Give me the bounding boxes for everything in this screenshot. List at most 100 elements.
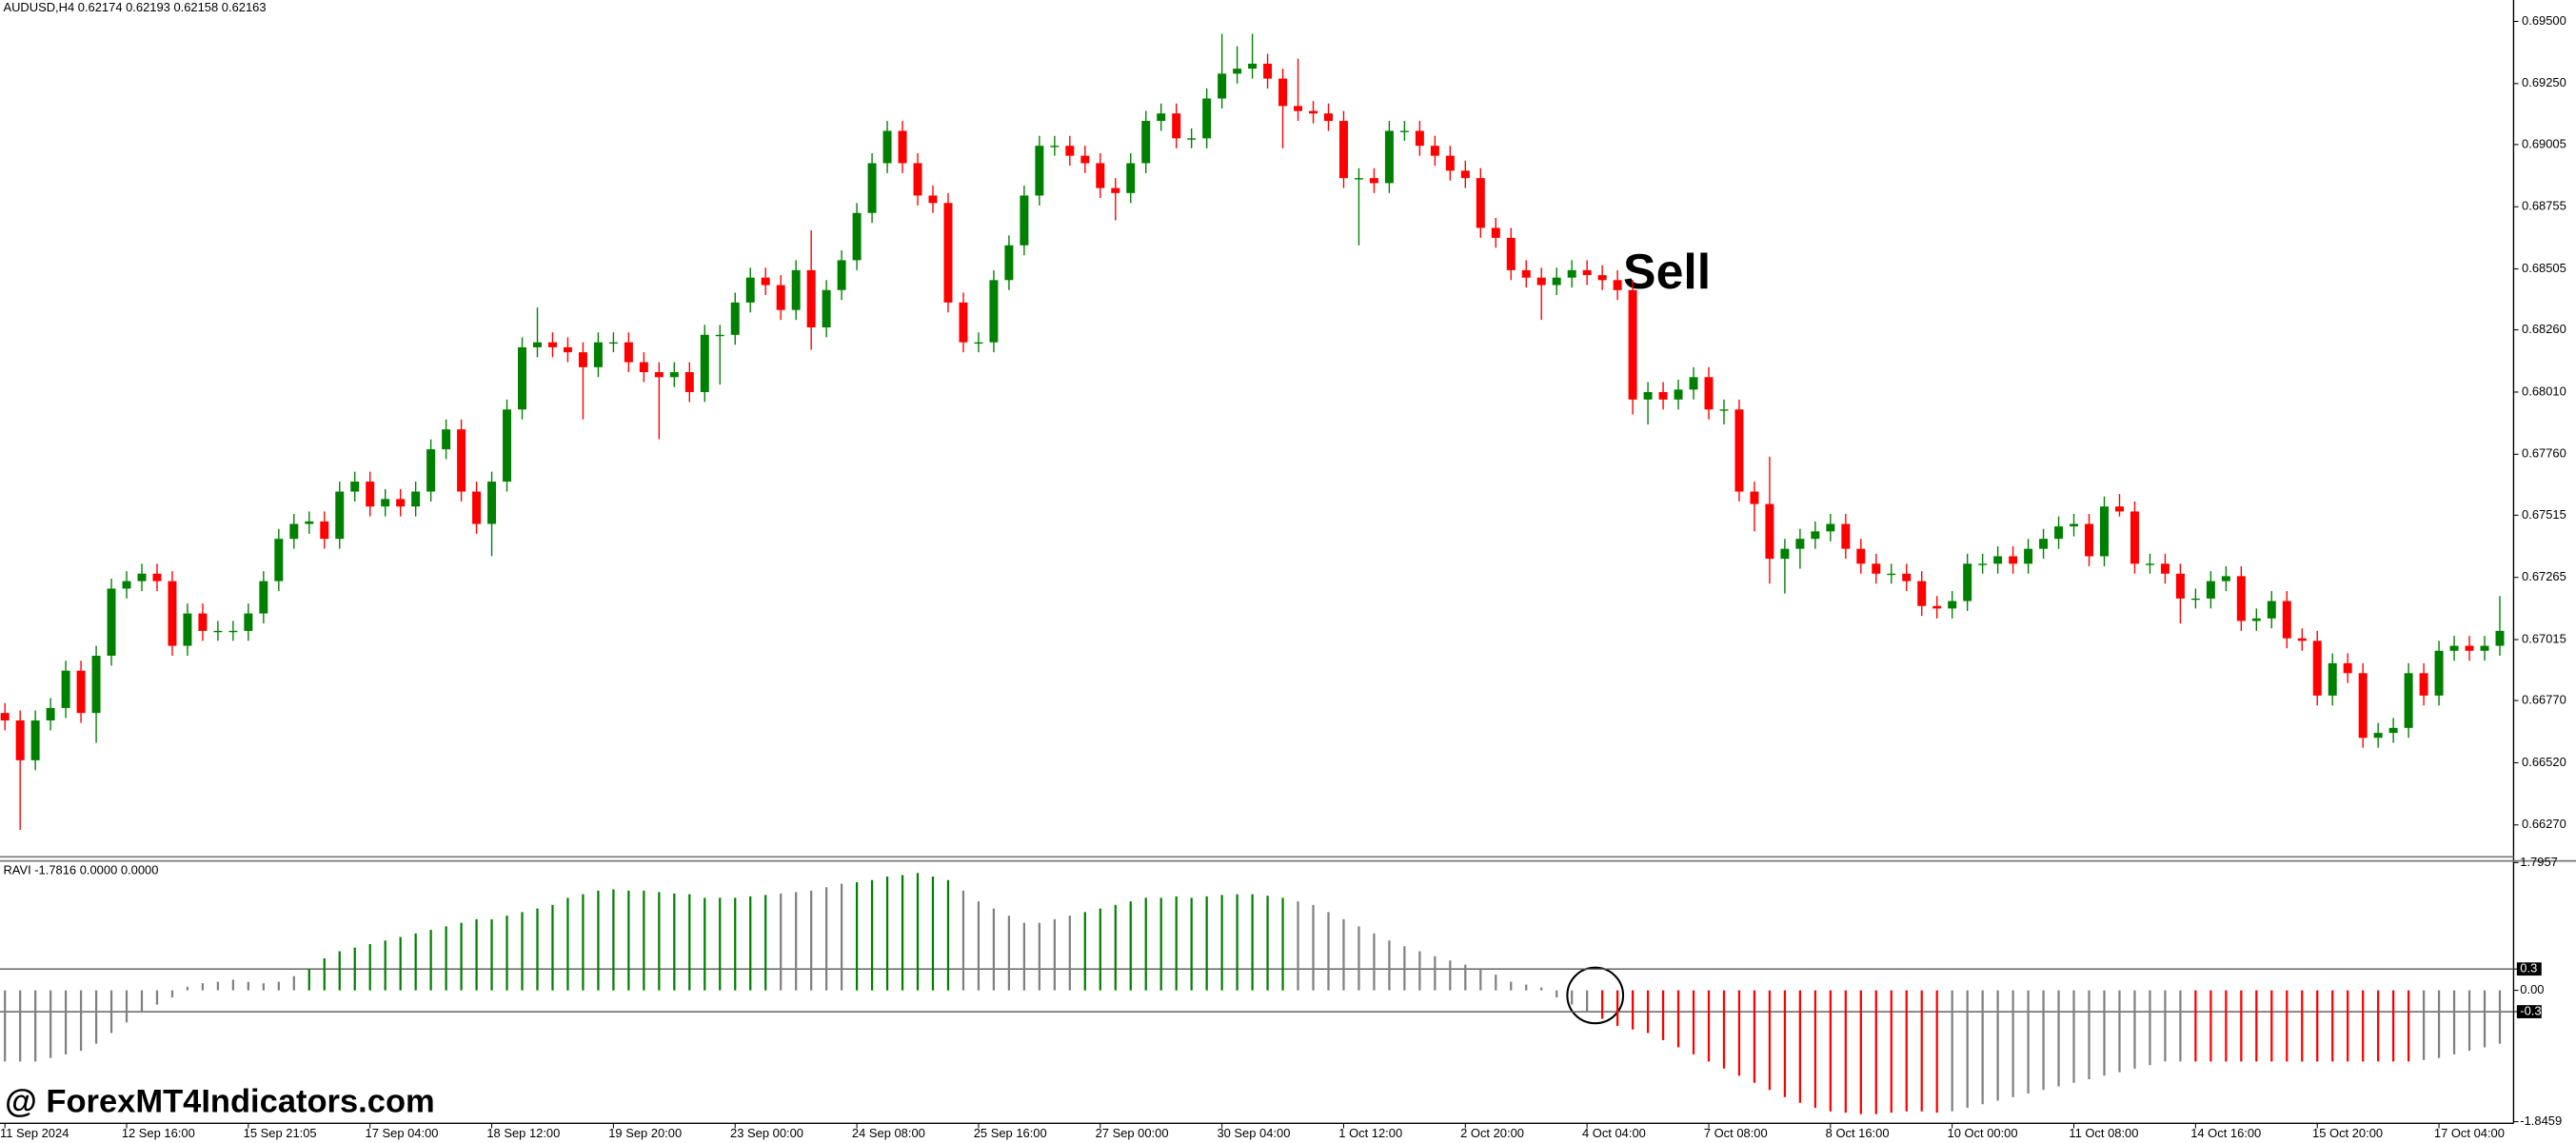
x-tick-label: 15 Sep 21:05 <box>244 1126 317 1140</box>
highlight-circle <box>1566 966 1625 1025</box>
candle-body <box>776 285 785 310</box>
y-tick-label: 0.00 <box>2520 982 2544 996</box>
candle-body <box>1597 275 1607 281</box>
candle-body <box>624 342 633 363</box>
candle-body <box>76 670 86 714</box>
symbol-header: AUDUSD,H4 0.62174 0.62193 0.62158 0.6216… <box>3 0 266 14</box>
candle-body <box>1278 78 1288 107</box>
candle-body <box>928 195 938 204</box>
candle-body <box>2221 576 2230 581</box>
y-tick-label: 0.66520 <box>2522 755 2566 769</box>
candle-body <box>2190 598 2200 601</box>
candle-body <box>2419 673 2428 696</box>
candle-body <box>487 482 497 524</box>
x-tick-label: 17 Sep 04:00 <box>366 1126 439 1140</box>
candle-body <box>1765 503 1774 560</box>
candle-body <box>457 429 466 492</box>
candle-body <box>822 289 831 327</box>
candle-body <box>1552 277 1561 286</box>
candle-body <box>1704 377 1714 410</box>
candle-body <box>2388 727 2398 734</box>
candle-body <box>1233 69 1242 74</box>
candle-body <box>700 334 709 392</box>
candle-body <box>852 212 862 261</box>
x-tick-label: 17 Oct 04:00 <box>2434 1126 2505 1140</box>
candle-body <box>320 521 329 540</box>
y-tick-label: 0.67760 <box>2522 446 2566 461</box>
candle-body <box>259 581 268 614</box>
candle-body <box>1780 548 1790 560</box>
x-tick-label: 12 Sep 16:00 <box>122 1126 195 1140</box>
candle-body <box>2297 638 2307 641</box>
candle-body <box>2114 506 2124 512</box>
candle-body <box>989 280 999 343</box>
candle-body <box>2130 511 2139 564</box>
indicator-label: RAVI -1.7816 0.0000 0.0000 <box>3 862 158 877</box>
candle-body <box>1521 269 1531 278</box>
x-tick-label: 23 Sep 00:00 <box>730 1126 803 1140</box>
x-tick-label: 11 Oct 08:00 <box>2069 1126 2138 1140</box>
candle-body <box>867 163 877 213</box>
candle-body <box>1856 548 1866 564</box>
candle-body <box>1719 409 1729 411</box>
candle-body <box>1613 280 1622 290</box>
candle-body <box>213 630 223 633</box>
candle-body <box>350 482 360 492</box>
x-tick-label: 8 Oct 16:00 <box>1826 1126 1890 1140</box>
candle-body <box>837 260 846 290</box>
candle-body <box>898 130 907 164</box>
candle-body <box>2343 662 2352 674</box>
candle-body <box>593 342 603 367</box>
candle-body <box>2070 523 2079 527</box>
candle-body <box>1993 556 2003 564</box>
candle-body <box>2009 556 2018 564</box>
candle-body <box>1141 121 1151 164</box>
candle-body <box>1065 146 1075 156</box>
y-tick-label: 1.7957 <box>2520 855 2558 869</box>
x-tick-label: 19 Sep 20:00 <box>608 1126 682 1140</box>
candle-body <box>1096 163 1105 188</box>
candle-body <box>1218 73 1227 99</box>
candle-body <box>91 656 101 714</box>
candle-body <box>426 449 436 492</box>
candle-body <box>1826 523 1835 532</box>
x-tick-label: 14 Oct 16:00 <box>2190 1126 2261 1140</box>
x-tick-label: 2 Oct 20:00 <box>1460 1126 1524 1140</box>
y-tick-label: 0.69250 <box>2522 75 2566 89</box>
y-tick-label: 0.68260 <box>2522 322 2566 336</box>
candle-body <box>2024 548 2033 564</box>
candle-body <box>1157 113 1166 122</box>
candle-body <box>289 523 299 540</box>
y-tick-label: 0.66270 <box>2522 817 2566 831</box>
candle-body <box>503 409 512 483</box>
candle-body <box>2175 573 2185 599</box>
candle-body <box>2251 618 2261 621</box>
candle-body <box>366 482 375 507</box>
y-tick-label: 0.68505 <box>2522 261 2566 275</box>
level-label-bg <box>2516 962 2542 976</box>
candle-body <box>30 719 40 760</box>
candle-body <box>228 630 238 633</box>
level-label-bg <box>2516 1005 2542 1018</box>
candle-body <box>547 342 557 347</box>
candle-body <box>608 342 618 345</box>
candle-body <box>152 573 162 581</box>
candle-body <box>472 491 482 524</box>
candle-body <box>578 352 587 367</box>
candle-body <box>1491 227 1500 238</box>
candle-body <box>2085 523 2094 557</box>
candle-body <box>244 613 253 631</box>
y-tick-label: -1.8459 <box>2520 1113 2562 1128</box>
candle-body <box>1399 130 1409 132</box>
candle-body <box>2206 581 2215 599</box>
candle-body <box>654 372 664 378</box>
candle-body <box>882 130 892 164</box>
candle-body <box>1963 563 1972 601</box>
candle-body <box>1338 121 1348 179</box>
candle-body <box>1324 113 1333 122</box>
candle-body <box>1567 269 1576 278</box>
candle-body <box>183 613 192 646</box>
candle-body <box>1004 245 1014 281</box>
x-tick-label: 24 Sep 08:00 <box>852 1126 925 1140</box>
